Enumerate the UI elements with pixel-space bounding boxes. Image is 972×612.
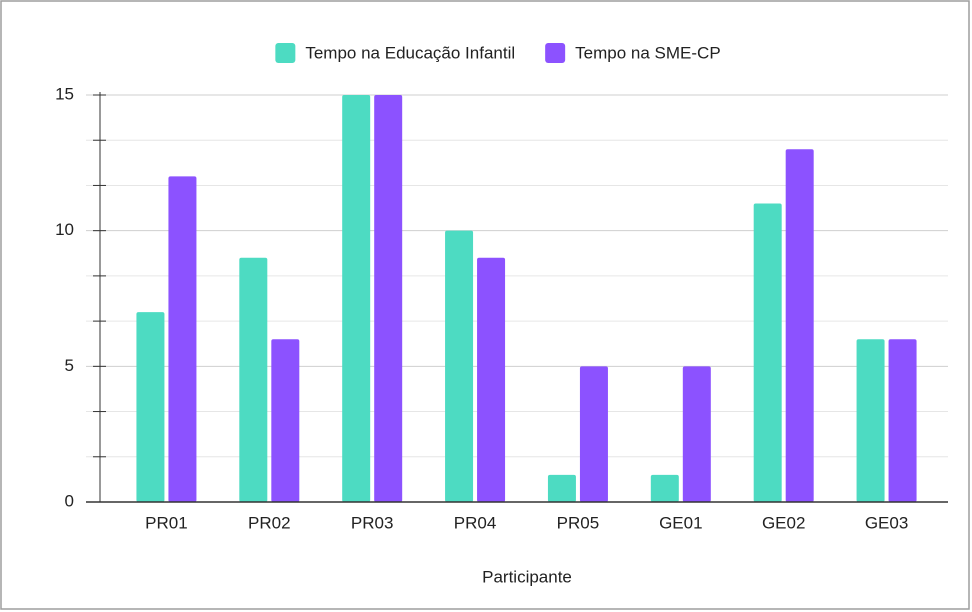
bar (374, 95, 403, 502)
x-tick-label: PR03 (351, 513, 394, 532)
bar (753, 203, 782, 503)
bar (682, 366, 711, 502)
y-tick-label: 0 (65, 491, 74, 510)
bar (168, 176, 197, 502)
x-tick-label: PR04 (454, 513, 497, 532)
x-axis-title: Participante (482, 567, 572, 586)
x-tick-label: PR05 (557, 513, 600, 532)
y-tick-label: 10 (55, 220, 74, 239)
bar (547, 474, 576, 502)
legend-label: Tempo na SME-CP (575, 43, 721, 62)
legend-label: Tempo na Educação Infantil (305, 43, 515, 62)
bar (136, 312, 165, 502)
bar (477, 257, 506, 502)
bar (579, 366, 608, 502)
bar (239, 257, 268, 502)
y-tick-label: 5 (65, 356, 74, 375)
x-tick-label: GE02 (762, 513, 805, 532)
bar (856, 339, 885, 502)
bar (342, 95, 371, 502)
bar (785, 149, 814, 502)
x-tick-label: PR01 (145, 513, 188, 532)
x-tick-label: GE03 (865, 513, 908, 532)
x-tick-label: PR02 (248, 513, 291, 532)
bar (271, 339, 300, 502)
y-tick-label: 15 (55, 84, 74, 103)
legend-swatch (545, 43, 566, 63)
bar (650, 474, 679, 502)
legend: Tempo na Educação Infantil Tempo na SME-C… (275, 43, 721, 63)
bar (888, 339, 917, 502)
bar (445, 230, 474, 502)
x-tick-label: GE01 (659, 513, 702, 532)
legend-swatch (275, 43, 296, 63)
